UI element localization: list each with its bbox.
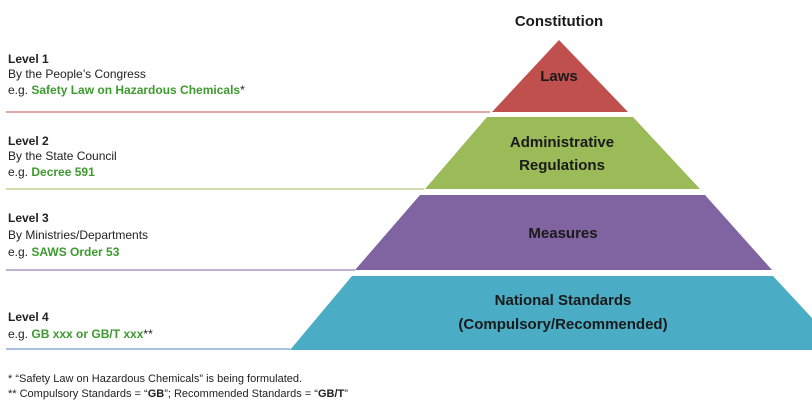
fn-code: GB <box>148 388 165 400</box>
level-by: By Ministries/Departments <box>8 228 148 242</box>
level-example: e.g. Safety Law on Hazardous Chemicals* <box>8 83 245 97</box>
level-title: Level 3 <box>8 211 49 225</box>
level-example: e.g. GB xxx or GB/T xxx** <box>8 327 153 341</box>
example: Safety Law on Hazardous Chemicals <box>31 83 240 97</box>
eg: e.g. <box>8 83 31 97</box>
fn-text: ”; Recommended Standards = “ <box>164 388 318 400</box>
level-title: Level 1 <box>8 52 49 66</box>
layer-standards <box>290 276 812 350</box>
layer-measures <box>355 195 772 270</box>
level-by: By the People’s Congress <box>8 67 146 81</box>
suffix: * <box>240 83 245 97</box>
example: SAWS Order 53 <box>31 245 119 259</box>
eg: e.g. <box>8 165 31 179</box>
fn-text: ** Compulsory Standards = “ <box>8 388 148 400</box>
eg: e.g. <box>8 327 31 341</box>
layer-label: National Standards <box>495 292 632 309</box>
example: GB xxx or GB/T xxx <box>31 327 143 341</box>
level-example: e.g. Decree 591 <box>8 165 95 179</box>
suffix: ** <box>143 327 153 341</box>
layer-label: Regulations <box>519 157 605 174</box>
fn-text: ” <box>344 388 348 400</box>
example: Decree 591 <box>31 165 95 179</box>
level-by: By the State Council <box>8 149 117 163</box>
layer-label: Laws <box>540 68 578 85</box>
footnote: ** Compulsory Standards = “GB”; Recommen… <box>8 388 348 400</box>
level-example: e.g. SAWS Order 53 <box>8 245 120 259</box>
eg: e.g. <box>8 245 31 259</box>
title: Constitution <box>515 13 603 30</box>
layer-label: Measures <box>528 225 597 242</box>
level-title: Level 4 <box>8 310 49 324</box>
layer-laws <box>492 40 628 112</box>
layer-label: (Compulsory/Recommended) <box>458 316 667 333</box>
level-title: Level 2 <box>8 134 49 148</box>
fn-code: GB/T <box>318 388 345 400</box>
layer-label: Administrative <box>510 134 614 151</box>
layer-regulations <box>425 117 700 189</box>
footnote: * “Safety Law on Hazardous Chemicals” is… <box>8 373 302 385</box>
